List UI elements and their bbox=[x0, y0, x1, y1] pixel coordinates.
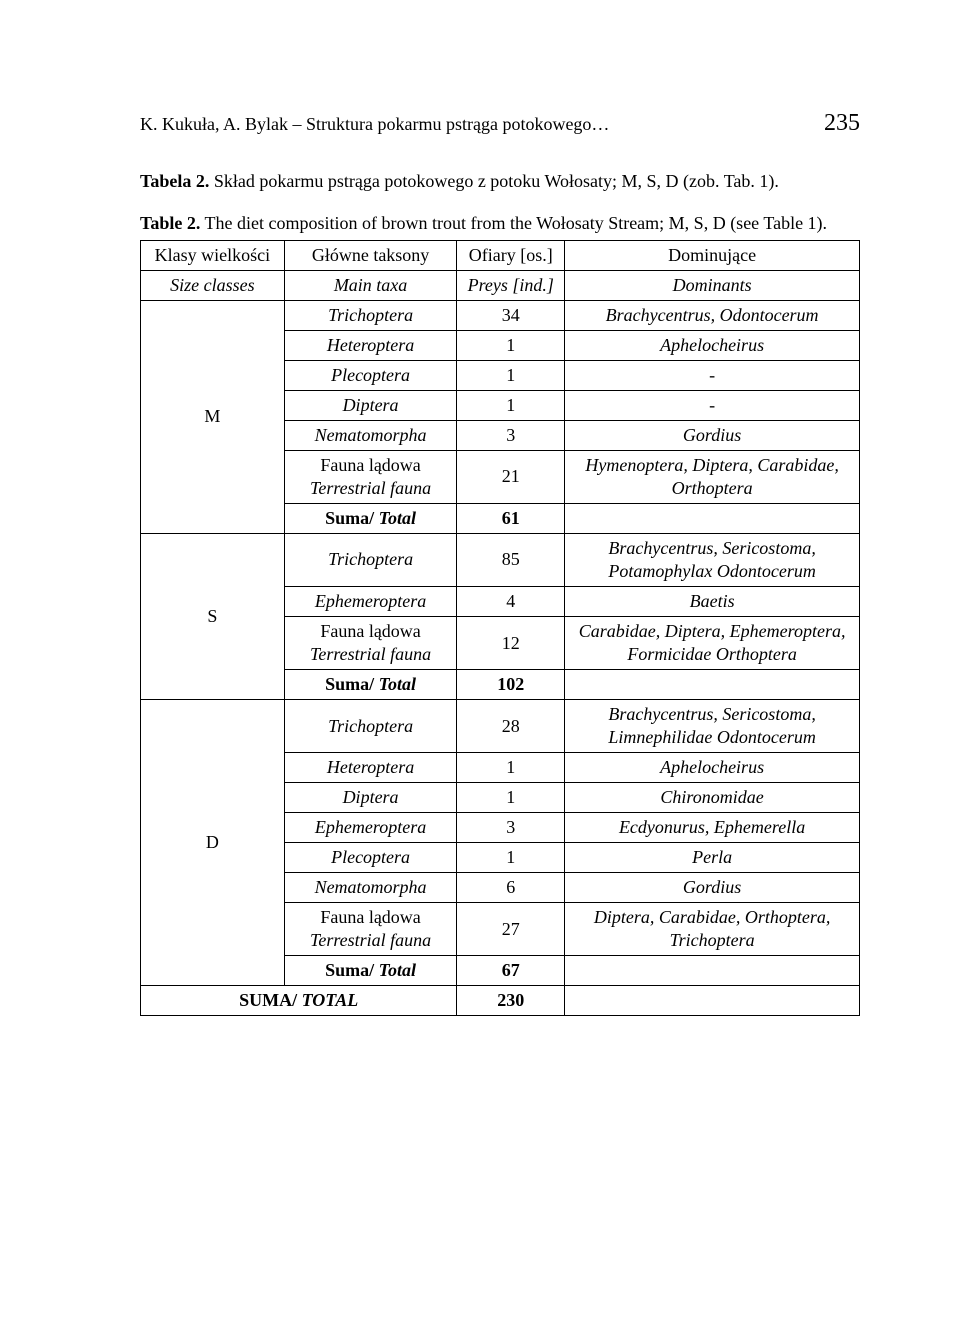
table-cell bbox=[565, 956, 860, 986]
table-cell: Ephemeroptera bbox=[284, 586, 457, 616]
table-cell: Diptera, Carabidae, Orthoptera, Trichopt… bbox=[565, 903, 860, 956]
table-cell: 1 bbox=[457, 390, 565, 420]
table-cell: 34 bbox=[457, 300, 565, 330]
table-cell: Ofiary [os.] bbox=[457, 240, 565, 270]
table-cell: S bbox=[141, 533, 285, 699]
table-cell: Suma/ Total bbox=[284, 670, 457, 700]
table-cell: Aphelocheirus bbox=[565, 753, 860, 783]
table-cell: Diptera bbox=[284, 783, 457, 813]
table-cell: SUMA/ TOTAL bbox=[141, 986, 457, 1016]
table-caption-en: Table 2. The diet composition of brown t… bbox=[140, 211, 860, 235]
table-cell: 1 bbox=[457, 330, 565, 360]
caption-text-pl: Skład pokarmu pstrąga potokowego z potok… bbox=[209, 171, 779, 191]
table-cell: 230 bbox=[457, 986, 565, 1016]
table-cell: 12 bbox=[457, 617, 565, 670]
table-cell: Trichoptera bbox=[284, 533, 457, 586]
table-cell: D bbox=[141, 700, 285, 986]
table-cell: Aphelocheirus bbox=[565, 330, 860, 360]
table-cell: Hymenoptera, Diptera, Carabidae, Orthopt… bbox=[565, 450, 860, 503]
table-cell: Gordius bbox=[565, 873, 860, 903]
table-cell: Fauna lądowaTerrestrial fauna bbox=[284, 903, 457, 956]
table-cell: Fauna lądowaTerrestrial fauna bbox=[284, 617, 457, 670]
table-cell: Suma/ Total bbox=[284, 503, 457, 533]
table-cell: Suma/ Total bbox=[284, 956, 457, 986]
table-cell: Main taxa bbox=[284, 270, 457, 300]
table-cell: 1 bbox=[457, 783, 565, 813]
table-row: STrichoptera85Brachycentrus, Sericostoma… bbox=[141, 533, 860, 586]
table-cell: Carabidae, Diptera, Ephemeroptera, Formi… bbox=[565, 617, 860, 670]
running-header: K. Kukuła, A. Bylak – Struktura pokarmu … bbox=[140, 110, 860, 137]
table-cell: 1 bbox=[457, 843, 565, 873]
table-cell: Ecdyonurus, Ephemerella bbox=[565, 813, 860, 843]
table-cell: 27 bbox=[457, 903, 565, 956]
table-cell: Dominujące bbox=[565, 240, 860, 270]
table-cell: Heteroptera bbox=[284, 753, 457, 783]
table-cell: 67 bbox=[457, 956, 565, 986]
table-cell: 102 bbox=[457, 670, 565, 700]
table-cell: 3 bbox=[457, 813, 565, 843]
table-cell: Fauna lądowaTerrestrial fauna bbox=[284, 450, 457, 503]
table-cell: 6 bbox=[457, 873, 565, 903]
table-cell: - bbox=[565, 360, 860, 390]
table-cell bbox=[565, 503, 860, 533]
table-cell: 61 bbox=[457, 503, 565, 533]
table-cell: Brachycentrus, Sericostoma, Potamophylax… bbox=[565, 533, 860, 586]
table-cell: 85 bbox=[457, 533, 565, 586]
table-cell: 4 bbox=[457, 586, 565, 616]
table-cell: Baetis bbox=[565, 586, 860, 616]
table-cell: M bbox=[141, 300, 285, 533]
table-header-row: Klasy wielkościGłówne taksonyOfiary [os.… bbox=[141, 240, 860, 270]
running-title: K. Kukuła, A. Bylak – Struktura pokarmu … bbox=[140, 114, 609, 135]
caption-label-en: Table 2. bbox=[140, 213, 200, 233]
caption-label-pl: Tabela 2. bbox=[140, 171, 209, 191]
table-cell: Heteroptera bbox=[284, 330, 457, 360]
table-cell bbox=[565, 986, 860, 1016]
caption-text-en: The diet composition of brown trout from… bbox=[200, 213, 827, 233]
table-cell: 1 bbox=[457, 753, 565, 783]
table-caption-pl: Tabela 2. Skład pokarmu pstrąga potokowe… bbox=[140, 169, 860, 193]
table-cell: Trichoptera bbox=[284, 300, 457, 330]
table-cell: 28 bbox=[457, 700, 565, 753]
table-cell: Plecoptera bbox=[284, 360, 457, 390]
page-number: 235 bbox=[824, 110, 860, 137]
diet-composition-table: Klasy wielkościGłówne taksonyOfiary [os.… bbox=[140, 240, 860, 1017]
table-cell: Size classes bbox=[141, 270, 285, 300]
table-cell: Perla bbox=[565, 843, 860, 873]
table-cell: - bbox=[565, 390, 860, 420]
table-cell: 21 bbox=[457, 450, 565, 503]
table-cell bbox=[565, 670, 860, 700]
table-header-row-italic: Size classesMain taxaPreys [ind.]Dominan… bbox=[141, 270, 860, 300]
table-cell: Brachycentrus, Sericostoma, Limnephilida… bbox=[565, 700, 860, 753]
table-cell: Diptera bbox=[284, 390, 457, 420]
table-row: DTrichoptera28Brachycentrus, Sericostoma… bbox=[141, 700, 860, 753]
table-cell: Preys [ind.] bbox=[457, 270, 565, 300]
table-cell: Chironomidae bbox=[565, 783, 860, 813]
table-cell: Plecoptera bbox=[284, 843, 457, 873]
table-cell: Ephemeroptera bbox=[284, 813, 457, 843]
table-row: MTrichoptera34Brachycentrus, Odontocerum bbox=[141, 300, 860, 330]
table-cell: 3 bbox=[457, 420, 565, 450]
table-cell: Brachycentrus, Odontocerum bbox=[565, 300, 860, 330]
table-grand-total-row: SUMA/ TOTAL230 bbox=[141, 986, 860, 1016]
table-cell: Trichoptera bbox=[284, 700, 457, 753]
table-cell: Dominants bbox=[565, 270, 860, 300]
table-cell: Klasy wielkości bbox=[141, 240, 285, 270]
table-cell: Nematomorpha bbox=[284, 420, 457, 450]
table-cell: 1 bbox=[457, 360, 565, 390]
table-cell: Nematomorpha bbox=[284, 873, 457, 903]
table-cell: Główne taksony bbox=[284, 240, 457, 270]
table-cell: Gordius bbox=[565, 420, 860, 450]
